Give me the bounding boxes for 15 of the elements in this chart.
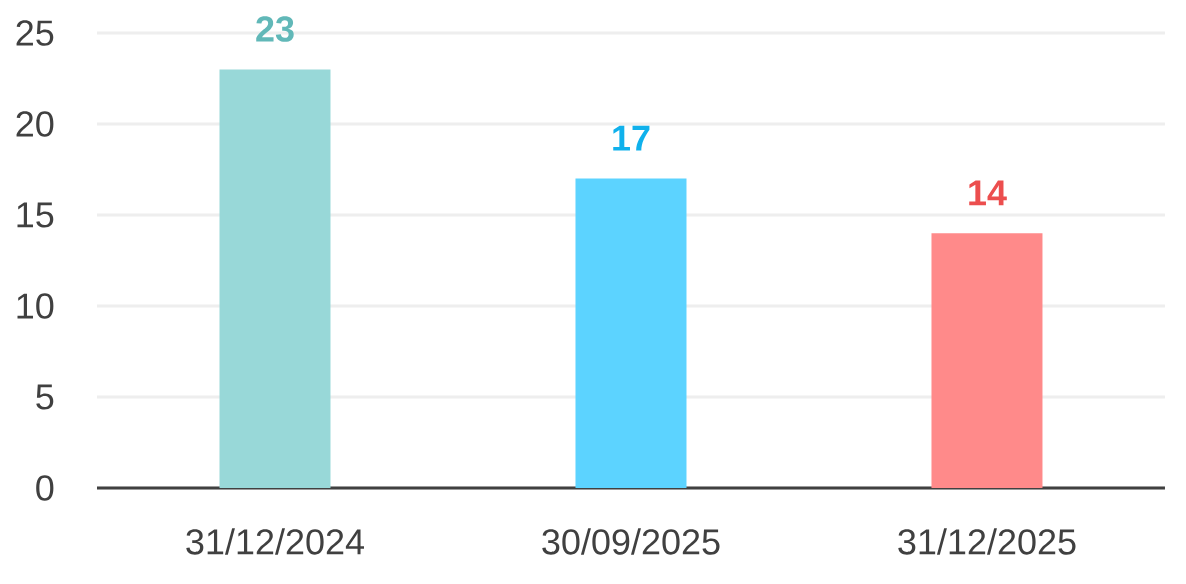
y-tick-label: 0 [36, 475, 54, 501]
bar [575, 178, 687, 488]
data-label: 14 [969, 180, 1007, 206]
bar [931, 233, 1043, 488]
y-tick-label: 5 [36, 384, 54, 410]
bar [219, 69, 331, 488]
data-label: 23 [256, 16, 294, 42]
y-tick-label: 25 [16, 20, 54, 46]
y-tick-label: 20 [16, 111, 54, 137]
y-tick-label: 15 [17, 202, 54, 228]
x-tick-label: 30/09/2025 [542, 528, 720, 555]
x-tick-label: 31/12/2024 [186, 528, 364, 555]
y-tick-label: 10 [17, 293, 54, 319]
x-tick-label: 31/12/2025 [898, 528, 1076, 555]
data-label: 17 [613, 125, 650, 151]
